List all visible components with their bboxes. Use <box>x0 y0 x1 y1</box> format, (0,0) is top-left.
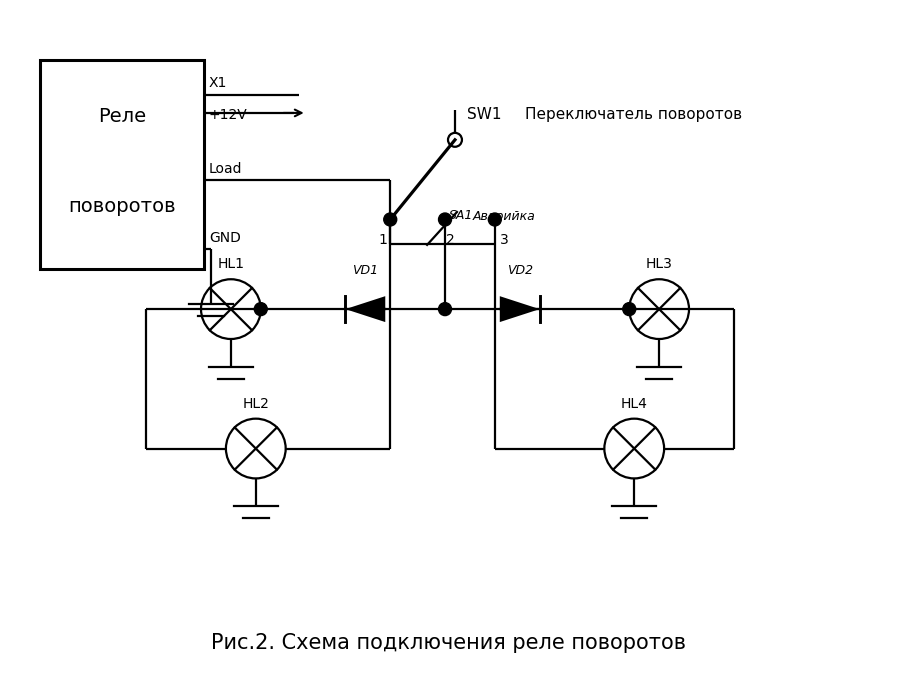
Text: Переключатель поворотов: Переключатель поворотов <box>524 107 742 123</box>
Text: HL1: HL1 <box>217 257 244 271</box>
Text: 2: 2 <box>445 233 454 247</box>
Text: Load: Load <box>209 162 242 176</box>
Polygon shape <box>346 296 385 322</box>
Bar <box>40 60 204 270</box>
Text: HL4: HL4 <box>621 397 647 410</box>
Circle shape <box>438 213 452 226</box>
Circle shape <box>489 213 501 226</box>
Polygon shape <box>500 296 540 322</box>
Circle shape <box>623 303 636 315</box>
Text: GND: GND <box>209 231 241 245</box>
Text: VD1: VD1 <box>352 264 378 277</box>
Text: поворотов: поворотов <box>68 197 176 216</box>
Circle shape <box>383 213 397 226</box>
Text: +12V: +12V <box>209 108 248 122</box>
Text: HL2: HL2 <box>242 397 269 410</box>
Text: VD2: VD2 <box>506 264 533 277</box>
Text: HL3: HL3 <box>646 257 673 271</box>
Circle shape <box>254 303 268 315</box>
Text: 1: 1 <box>379 233 388 247</box>
Text: Реле: Реле <box>98 107 145 126</box>
Text: SW1: SW1 <box>467 107 501 123</box>
Text: SA1: SA1 <box>449 209 473 222</box>
Text: X1: X1 <box>209 76 227 90</box>
Text: Рис.2. Схема подключения реле поворотов: Рис.2. Схема подключения реле поворотов <box>212 633 686 652</box>
Text: 3: 3 <box>500 233 509 247</box>
Circle shape <box>438 303 452 315</box>
Text: Аварийка: Аварийка <box>473 210 535 223</box>
